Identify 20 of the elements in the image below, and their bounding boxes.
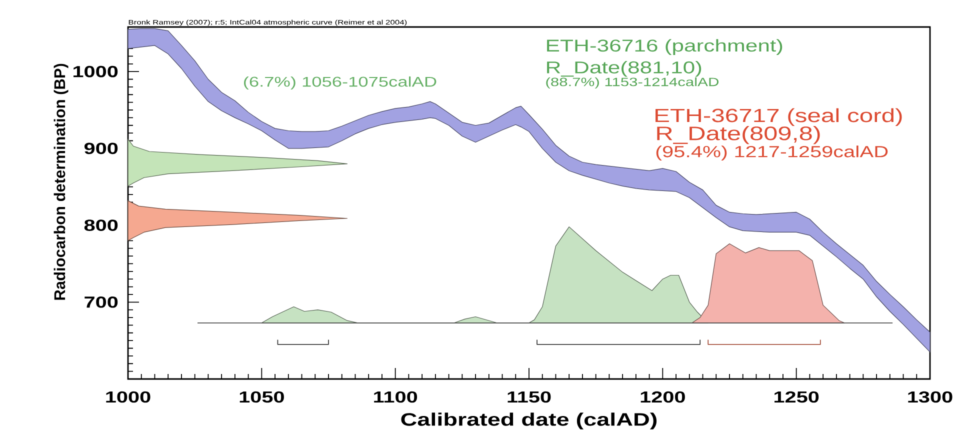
y-tick-label: 800 — [84, 220, 118, 231]
y-axis-title: Radiocarbon determination (BP) — [54, 64, 68, 300]
y-tick-label: 1000 — [74, 66, 118, 78]
y-tick-label: 900 — [84, 142, 118, 154]
x-tick-label: 1250 — [774, 391, 819, 403]
x-axis-title: Calibrated date (calAD) — [401, 412, 657, 430]
annotation: (6.7%) 1056-1075calAD — [244, 76, 436, 90]
annotation: (95.4%) 1217-1259calAD — [656, 146, 888, 160]
annotation: ETH-36717 (seal cord) — [656, 108, 902, 126]
x-tick-label: 1050 — [240, 391, 284, 403]
x-tick-label: 1000 — [106, 391, 150, 403]
x-tick-label: 1150 — [508, 391, 551, 403]
annotation: (88.7%) 1153-1214calAD — [546, 77, 718, 89]
x-tick-label: 1100 — [374, 391, 418, 403]
x-tick-label: 1300 — [908, 391, 952, 403]
annotation: R_Date(881,10) — [547, 60, 702, 77]
annotation: R_Date(809,8) — [657, 126, 820, 144]
annotation: ETH-36716 (parchment) — [547, 39, 782, 55]
x-tick-label: 1200 — [640, 391, 685, 403]
y-tick-label: 700 — [84, 296, 118, 308]
